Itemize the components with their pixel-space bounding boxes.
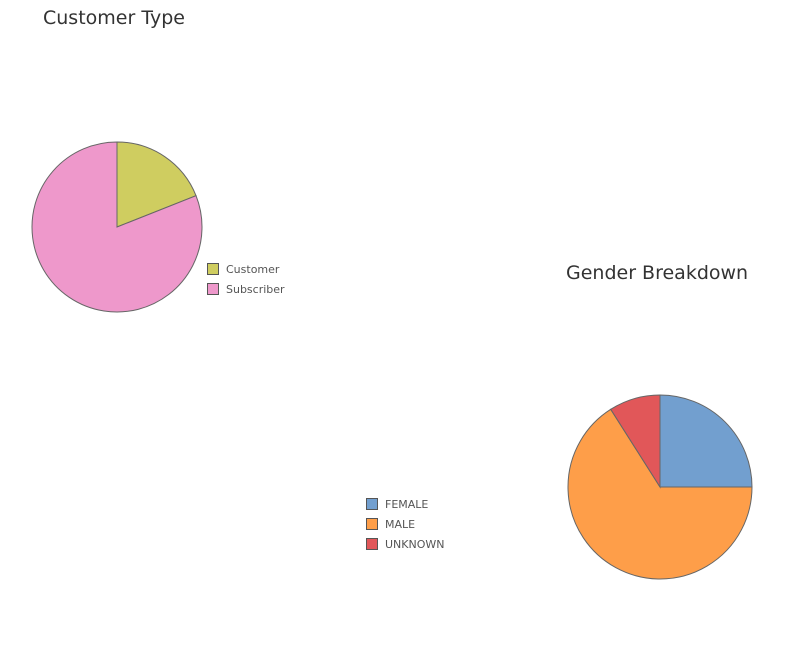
customer-type-legend: Customer Subscriber (207, 259, 285, 299)
legend-item-male[interactable]: MALE (366, 514, 445, 534)
legend-label-male: MALE (385, 517, 416, 531)
pie-slice-female[interactable] (659, 394, 753, 488)
chart-title-gender-breakdown: Gender Breakdown (566, 262, 749, 284)
legend-label-unknown: UNKNOWN (385, 537, 445, 551)
legend-item-subscriber[interactable]: Subscriber (207, 279, 285, 299)
legend-item-unknown[interactable]: UNKNOWN (366, 534, 445, 554)
customer-type-pie (31, 141, 203, 313)
legend-label-customer: Customer (226, 262, 280, 276)
pie-slice-subscriber[interactable] (31, 141, 203, 313)
legend-item-female[interactable]: FEMALE (366, 494, 445, 514)
pie-slice-unknown[interactable] (610, 394, 661, 489)
chart-title-customer-type: Customer Type (43, 7, 185, 29)
legend-swatch-male (366, 518, 378, 530)
gender-breakdown-pie (567, 394, 753, 580)
legend-swatch-female (366, 498, 378, 510)
gender-breakdown-legend: FEMALE MALE UNKNOWN (366, 494, 445, 554)
legend-label-subscriber: Subscriber (226, 282, 285, 296)
pie-slice-customer[interactable] (116, 141, 197, 228)
legend-item-customer[interactable]: Customer (207, 259, 285, 279)
legend-swatch-subscriber (207, 283, 219, 295)
legend-swatch-unknown (366, 538, 378, 550)
legend-label-female: FEMALE (385, 497, 429, 511)
pie-slice-male[interactable] (567, 408, 753, 580)
legend-swatch-customer (207, 263, 219, 275)
